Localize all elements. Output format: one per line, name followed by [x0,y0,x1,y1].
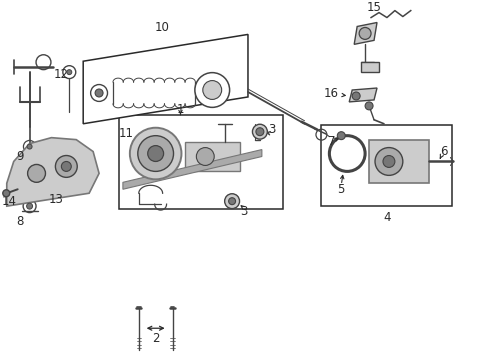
Circle shape [90,85,107,102]
Circle shape [228,198,235,204]
Circle shape [252,124,267,139]
Circle shape [351,92,359,100]
Bar [185,141,240,171]
Circle shape [255,128,264,136]
Circle shape [196,148,214,166]
Text: 7: 7 [327,135,334,148]
Circle shape [147,145,163,162]
Text: 10: 10 [155,21,170,34]
Text: 1: 1 [176,103,184,116]
Circle shape [336,143,357,165]
Polygon shape [122,149,262,189]
Circle shape [358,27,370,39]
Circle shape [382,156,394,167]
Text: 9: 9 [16,150,23,163]
Circle shape [95,89,103,97]
Text: 2: 2 [152,332,159,345]
Text: 13: 13 [49,193,64,206]
Circle shape [3,190,10,197]
Circle shape [26,203,33,209]
Text: 12: 12 [54,68,69,81]
Circle shape [55,156,77,177]
Circle shape [329,136,365,171]
Bar [321,125,451,206]
Bar [40,179,74,191]
Polygon shape [83,35,247,124]
Circle shape [61,162,71,171]
Text: 15: 15 [366,1,381,14]
Text: 16: 16 [323,87,338,100]
Circle shape [130,128,181,179]
Text: 3: 3 [267,123,275,136]
Text: 6: 6 [439,145,447,158]
Text: 3: 3 [240,204,247,217]
Text: 4: 4 [383,211,390,224]
Text: 5: 5 [337,183,344,196]
Circle shape [224,194,239,209]
Circle shape [195,73,229,107]
Polygon shape [353,23,376,44]
Bar [119,115,282,209]
Text: 8: 8 [16,215,23,228]
Text: 14: 14 [2,195,17,208]
Circle shape [27,144,32,149]
Circle shape [67,69,72,75]
Polygon shape [361,62,378,72]
Circle shape [365,102,372,110]
Circle shape [374,148,402,175]
Text: 11: 11 [118,127,133,140]
Circle shape [203,81,221,99]
Circle shape [23,200,36,213]
Circle shape [138,136,173,171]
Bar [368,140,428,183]
Circle shape [27,165,45,182]
Polygon shape [348,88,376,102]
Circle shape [337,132,345,140]
Polygon shape [7,138,99,206]
